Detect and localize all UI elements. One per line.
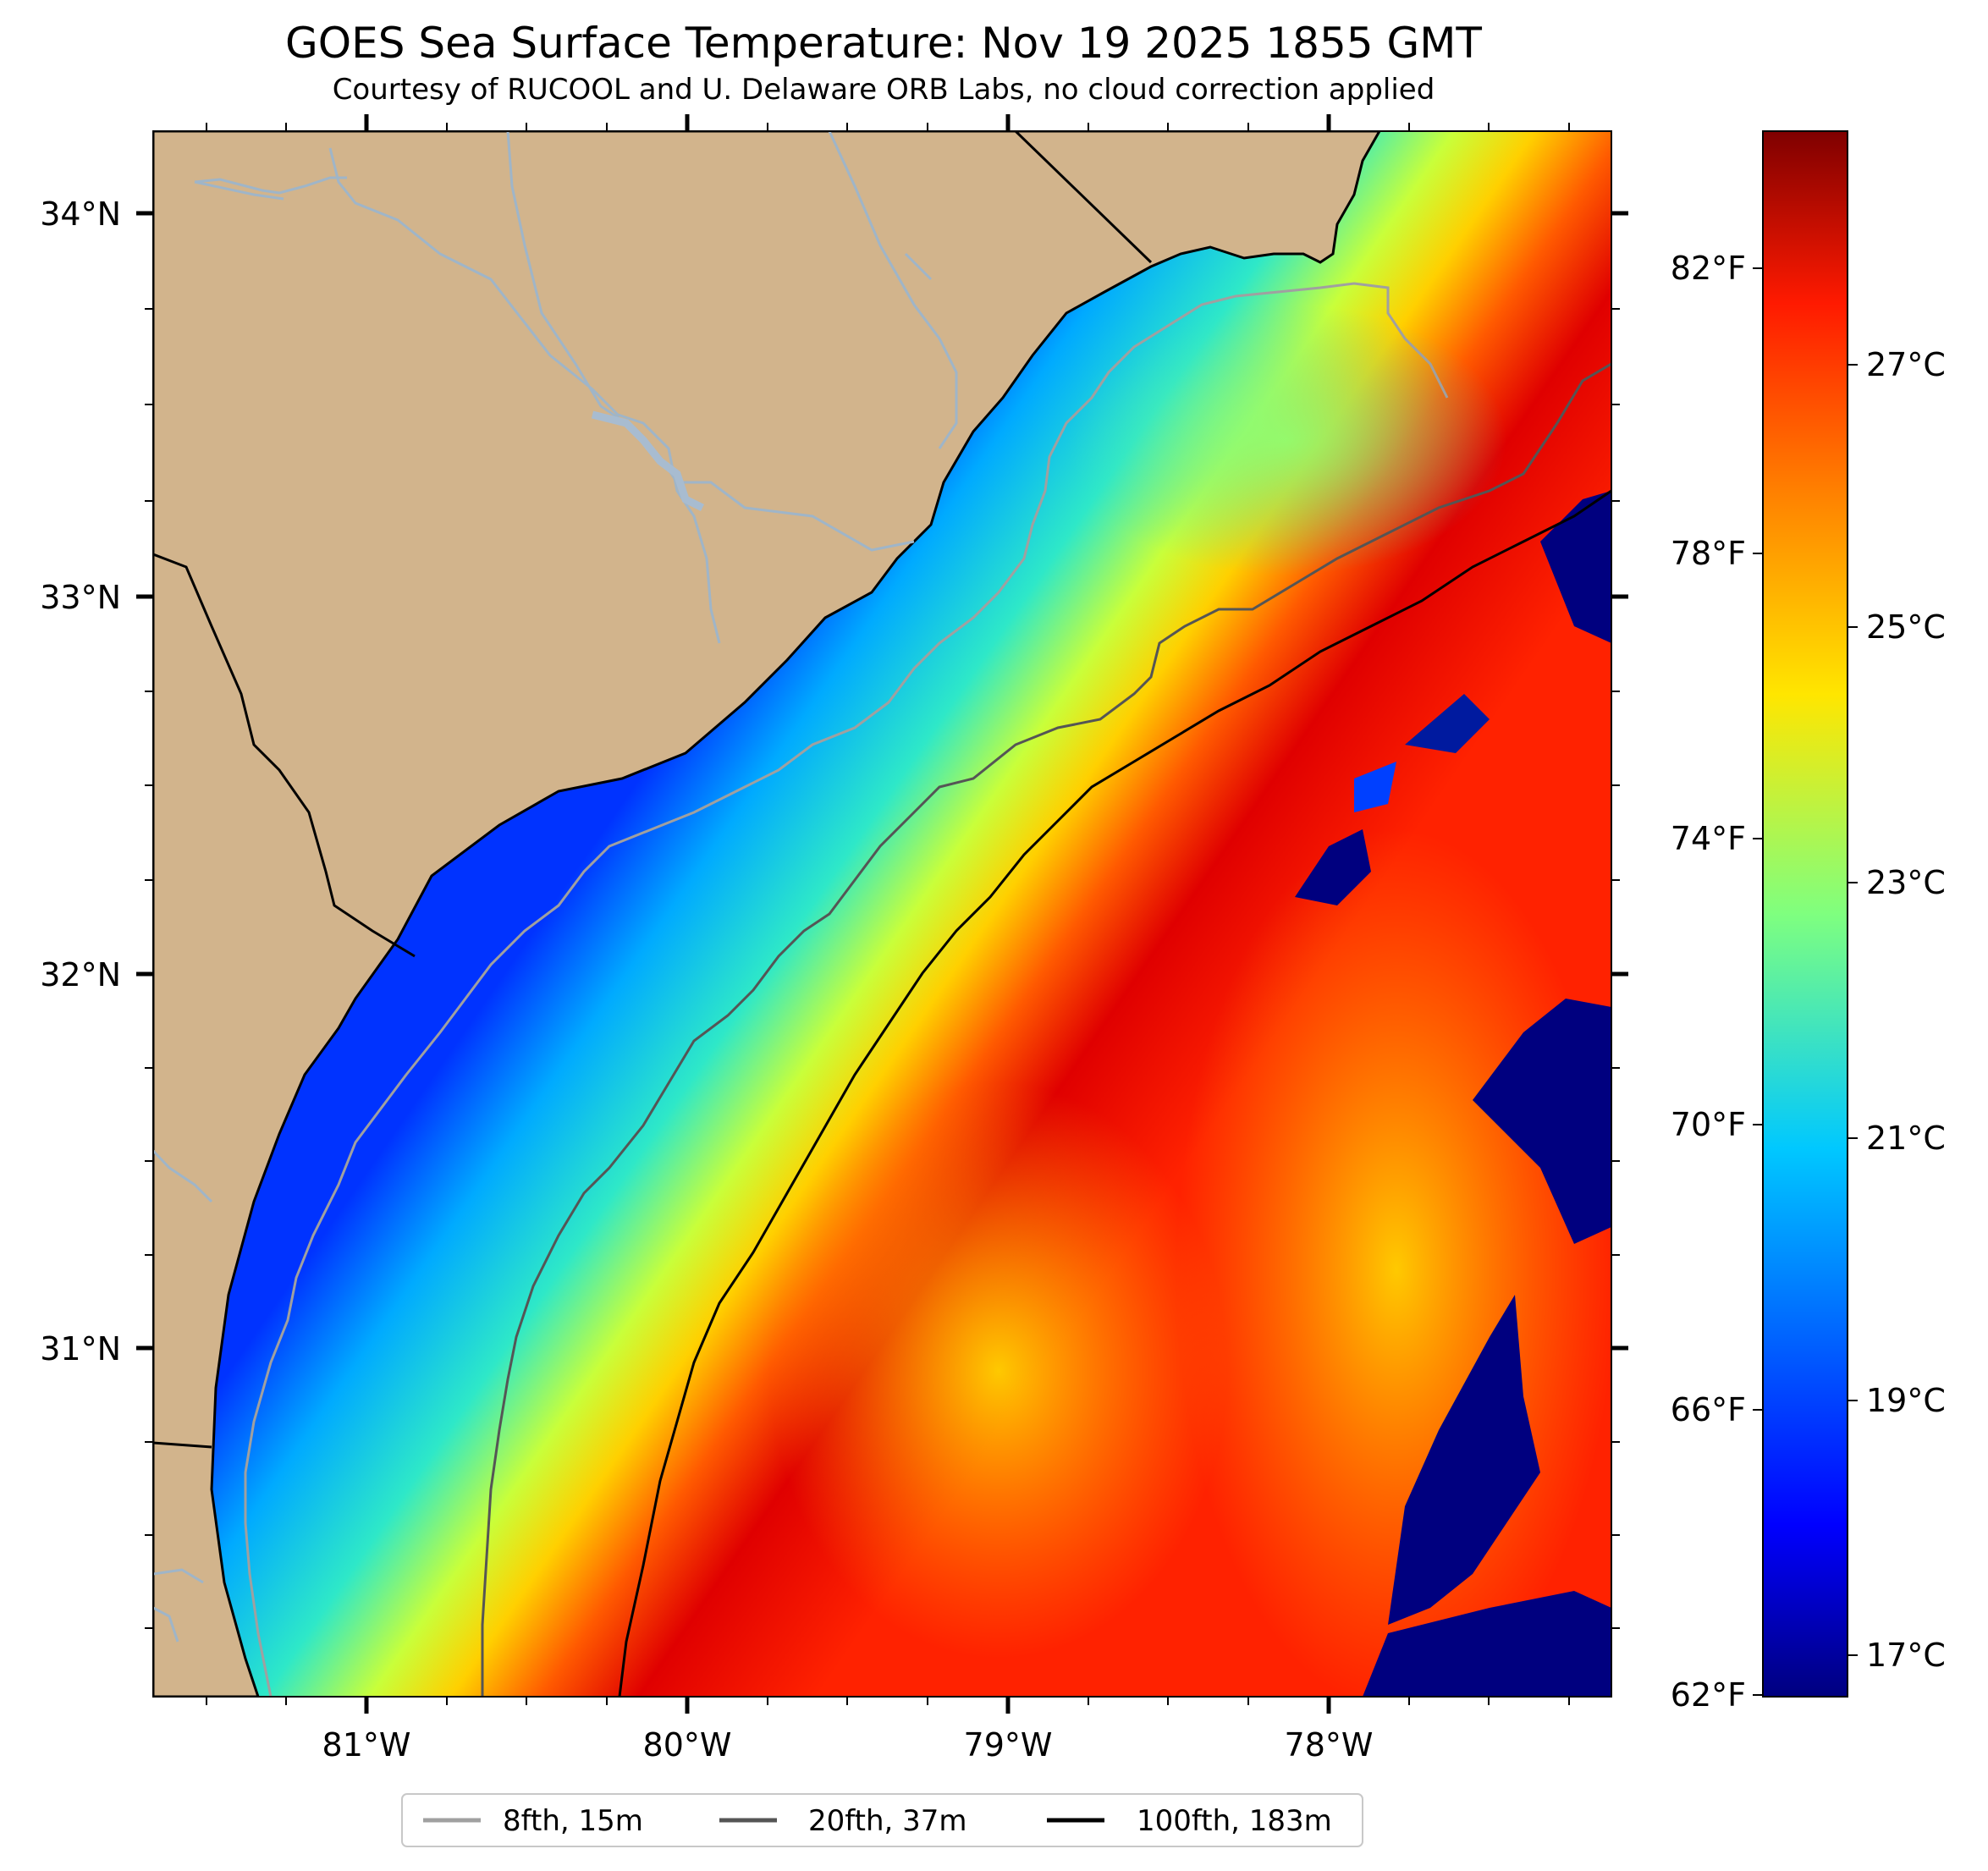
colorbar-c-label: 19°C [1866, 1382, 1946, 1419]
cloud-patch [1354, 762, 1396, 812]
lake [591, 410, 705, 512]
legend-label: 8fth, 15m [503, 1804, 643, 1838]
cloud-patch [1388, 1295, 1540, 1625]
colorbar-f-label: 74°F [1671, 820, 1746, 857]
colorbar-c-label: 23°C [1866, 864, 1946, 901]
colorbar-c-ticks [1848, 364, 1858, 1656]
colorbar-f-label: 82°F [1671, 250, 1746, 287]
legend-box [401, 1793, 1363, 1847]
state-border [153, 553, 416, 958]
major-ticks [136, 114, 1628, 1714]
cloud-patch [1540, 491, 1611, 643]
colorbar-c-label: 17°C [1866, 1637, 1946, 1674]
legend: 8fth, 15m 20fth, 37m 100fth, 183m [401, 1793, 1363, 1847]
colorbar-f-label: 66°F [1671, 1391, 1746, 1428]
land-mass [153, 131, 1381, 1697]
state-border [1014, 131, 1153, 264]
minor-ticks [145, 123, 1620, 1705]
lat-label-34n: 34°N [40, 195, 121, 233]
river [194, 176, 347, 201]
legend-label: 100fth, 183m [1137, 1804, 1332, 1838]
cloud-patch [1405, 694, 1490, 753]
river [153, 1149, 213, 1584]
state-border [153, 1441, 212, 1449]
colorbar [1762, 130, 1848, 1698]
map-area [153, 131, 1611, 1697]
sst-green-patch [1066, 305, 1506, 575]
colorbar-c-label: 27°C [1866, 346, 1946, 383]
lat-label-33n: 33°N [40, 579, 121, 616]
lat-label-32n: 32°N [40, 956, 121, 993]
cloud-patch [1473, 999, 1611, 1244]
lon-label-80w: 80°W [643, 1726, 732, 1764]
cloud-patch [1295, 829, 1371, 905]
isobath-100fth [618, 489, 1611, 1697]
colorbar-f-label: 62°F [1671, 1676, 1746, 1714]
lon-label-81w: 81°W [322, 1726, 411, 1764]
map-frame [152, 130, 1612, 1698]
colorbar-f-label: 78°F [1671, 535, 1746, 572]
colorbar-c-label: 25°C [1866, 608, 1946, 646]
colorbar-f-label: 70°F [1671, 1106, 1746, 1143]
legend-label: 20fth, 37m [808, 1804, 967, 1838]
isobath-20fth [481, 362, 1611, 1697]
figure-subtitle: Courtesy of RUCOOL and U. Delaware ORB L… [333, 73, 1435, 107]
sst-warm-patch [770, 1083, 1227, 1659]
lon-label-78w: 78°W [1285, 1726, 1374, 1764]
colorbar-c-label: 21°C [1866, 1120, 1946, 1157]
cloud-patch [1363, 1591, 1611, 1697]
river [153, 1606, 179, 1643]
lon-label-79w: 79°W [964, 1726, 1053, 1764]
river [828, 131, 958, 449]
river [328, 147, 721, 644]
isobath-8fth [244, 282, 1449, 1697]
lat-label-31n: 31°N [40, 1330, 121, 1367]
figure-title: GOES Sea Surface Temperature: Nov 19 202… [285, 19, 1482, 68]
colorbar-f-ticks [1753, 267, 1763, 1696]
